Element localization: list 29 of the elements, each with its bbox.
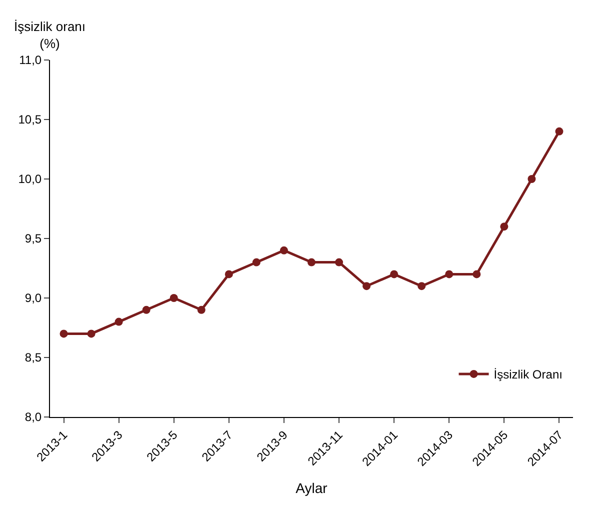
point (60, 330, 68, 338)
y-tick-label: 11,0 (19, 53, 42, 68)
point (87, 330, 96, 338)
point (170, 294, 178, 302)
point (224, 270, 233, 278)
x-axis-title: Aylar (296, 480, 328, 496)
y-tick-label: 10,0 (18, 172, 42, 186)
y-tick-label: 8,5 (24, 350, 42, 365)
point (472, 270, 481, 278)
y-tick-label: 8,0 (24, 410, 42, 424)
y-axis-title: İşsizlik oranı (%) (14, 19, 86, 51)
point (308, 258, 316, 266)
y-tick-label: 9,0 (24, 291, 42, 306)
point (142, 306, 150, 314)
point (418, 282, 426, 290)
point (500, 222, 508, 231)
point (362, 282, 371, 290)
point (390, 270, 398, 278)
point (555, 127, 564, 136)
y-tick-label: 10,5 (18, 112, 42, 127)
point (445, 270, 454, 278)
point (335, 258, 344, 266)
y-tick-label: 9,5 (24, 232, 42, 246)
legend-label: İşsizlik Oranı (494, 368, 562, 382)
point (197, 306, 206, 314)
point (252, 258, 260, 266)
point (528, 175, 536, 183)
point (114, 318, 123, 326)
point (280, 246, 288, 254)
